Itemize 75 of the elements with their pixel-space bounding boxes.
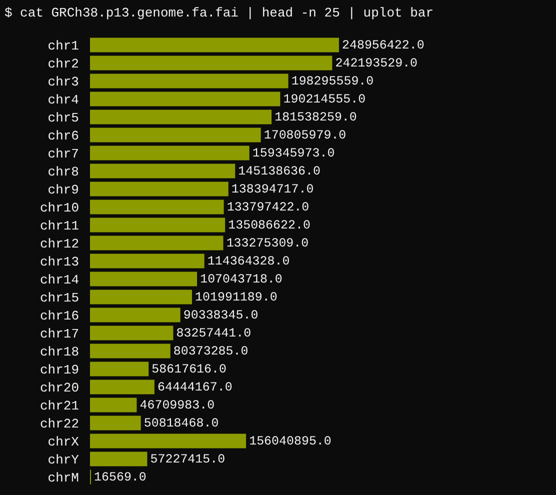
bar (90, 128, 261, 142)
bar (90, 398, 137, 412)
bar (90, 146, 250, 160)
y-tick-label: chr21 (40, 398, 80, 414)
y-tick-label: chr22 (40, 416, 79, 432)
y-tick-label: chr9 (48, 182, 79, 198)
data-label: 170805979.0 (264, 128, 346, 142)
y-tick-label: chr13 (40, 254, 79, 270)
data-label: 57227415.0 (150, 452, 226, 466)
data-label: 248956422.0 (342, 38, 424, 52)
data-label: 107043718.0 (200, 272, 282, 286)
y-tick-label: chr19 (40, 362, 79, 378)
data-label: 114364328.0 (207, 254, 290, 268)
bar (90, 56, 332, 70)
data-label: 190214555.0 (283, 92, 366, 106)
bar (90, 452, 148, 466)
bar (90, 434, 246, 448)
bar (90, 326, 174, 340)
bar (90, 236, 224, 250)
data-label: 90338345.0 (183, 308, 258, 322)
bar (90, 344, 170, 358)
y-tick-label: chr4 (48, 92, 80, 108)
y-tick-label: chr16 (40, 308, 79, 324)
bar (90, 380, 154, 394)
data-label: 50818468.0 (144, 416, 219, 430)
chart-title: $ cat GRCh38.p13.genome.fa.fai | head -n 25 | uplot bar (4, 6, 434, 21)
bar (90, 308, 180, 322)
y-tick-label: chr3 (48, 74, 79, 90)
bar (90, 218, 226, 232)
data-label: 156040895.0 (249, 434, 332, 448)
data-label: 133275309.0 (226, 236, 309, 250)
y-tick-label: chr12 (40, 236, 79, 252)
data-label: 80373285.0 (173, 344, 248, 358)
bar (90, 38, 339, 52)
y-tick-label: chrY (48, 452, 80, 468)
data-label: 242193529.0 (335, 56, 418, 70)
y-tick-label: chr8 (48, 164, 79, 180)
bar (90, 164, 236, 178)
bar (90, 272, 198, 286)
bar (90, 92, 280, 106)
y-tick-label: chr18 (40, 344, 79, 360)
bar (90, 110, 272, 124)
y-tick-label: chr20 (40, 380, 79, 396)
bar (90, 254, 204, 268)
y-tick-label: chrX (48, 434, 80, 450)
data-label: 138394717.0 (231, 182, 314, 196)
y-tick-label: chr11 (40, 218, 80, 234)
y-tick-label: chrM (48, 470, 79, 486)
y-tick-label: chr1 (48, 38, 80, 54)
data-label: 64444167.0 (157, 380, 232, 394)
bar (90, 200, 224, 214)
data-label: 101991189.0 (195, 290, 278, 304)
data-label: 16569.0 (94, 470, 146, 484)
data-label: 159345973.0 (252, 146, 335, 160)
y-tick-label: chr10 (40, 200, 79, 216)
y-tick-label: chr7 (48, 146, 79, 162)
data-label: 83257441.0 (176, 326, 252, 340)
y-tick-label: chr2 (48, 56, 79, 72)
y-tick-label: chr6 (48, 128, 79, 144)
y-tick-label: chr17 (40, 326, 79, 342)
y-tick-label: chr14 (40, 272, 80, 288)
bar (90, 74, 288, 88)
bar (90, 290, 192, 304)
bar (90, 416, 141, 430)
data-label: 58617616.0 (152, 362, 226, 376)
data-label: 46709983.0 (140, 398, 215, 412)
data-label: 135086622.0 (228, 218, 310, 232)
data-label: 133797422.0 (226, 200, 310, 214)
y-tick-label: chr15 (40, 290, 79, 306)
y-tick-label: chr5 (48, 110, 79, 126)
data-label: 145138636.0 (238, 164, 320, 178)
bar (90, 182, 228, 196)
data-label: 181538259.0 (274, 110, 357, 124)
data-label: 198295559.0 (291, 74, 374, 88)
bar (90, 362, 149, 376)
